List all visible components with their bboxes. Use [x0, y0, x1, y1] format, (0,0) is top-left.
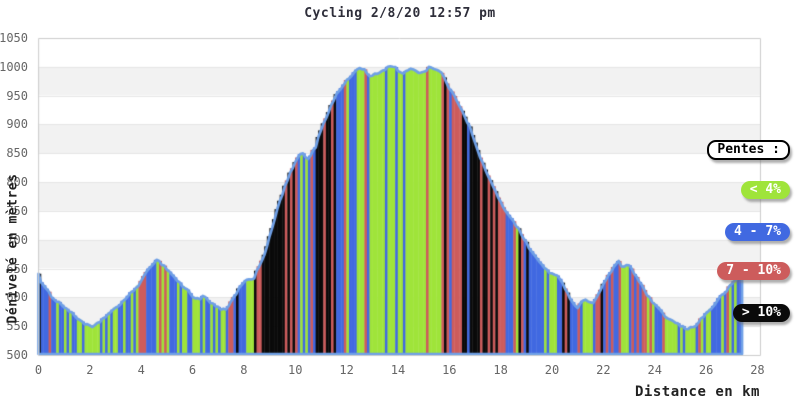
y-tick-label: 850 [6, 146, 28, 161]
x-tick-label: 24 [647, 363, 662, 377]
x-tick-label: 10 [288, 363, 303, 377]
x-tick-label: 0 [34, 363, 43, 377]
y-tick-label: 900 [6, 117, 28, 132]
x-axis-label: Distance en km [634, 384, 760, 400]
x-tick-label: 20 [544, 363, 560, 377]
y-tick-label: 950 [6, 88, 28, 103]
x-tick-label: 2 [86, 363, 94, 377]
y-axis-label: Dénivelé en mètres [5, 173, 21, 324]
x-tick-label: 12 [339, 363, 354, 377]
legend-item-slope-7-10[interactable]: 7 - 10% [717, 262, 790, 280]
y-tick-label: 500 [6, 348, 28, 362]
y-axis-ticks: 1050 1000 950 900 850 800 750 700 650 600 550 500 [0, 0, 34, 400]
x-tick-label: 8 [240, 363, 248, 377]
y-tick-label: 800 [6, 175, 28, 190]
y-tick-label: 650 [6, 261, 28, 276]
legend-item-slope-gt-10[interactable]: > 10% [732, 304, 790, 322]
y-tick-label: 600 [6, 290, 28, 305]
x-tick-label: 14 [390, 363, 406, 377]
y-tick-label: 700 [6, 232, 28, 247]
x-tick-label: 16 [442, 363, 457, 377]
x-tick-label: 4 [137, 363, 145, 377]
x-tick-label: 28 [750, 363, 765, 377]
x-tick-label: 6 [188, 363, 197, 377]
y-tick-label: 1050 [0, 31, 28, 45]
legend-title: Pentes : [707, 140, 790, 160]
legend-item-slope-4-7[interactable]: 4 - 7% [725, 223, 790, 241]
x-tick-label: 26 [698, 363, 714, 377]
x-tick-label: 18 [493, 363, 508, 377]
y-tick-label: 750 [6, 203, 28, 218]
x-tick-label: 22 [596, 363, 611, 377]
y-tick-label: 550 [6, 319, 28, 334]
y-tick-label: 1000 [0, 59, 28, 74]
legend-item-slope-lt-4[interactable]: < 4% [740, 181, 790, 199]
